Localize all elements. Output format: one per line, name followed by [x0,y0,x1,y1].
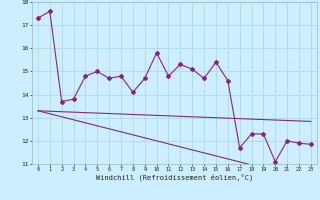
X-axis label: Windchill (Refroidissement éolien,°C): Windchill (Refroidissement éolien,°C) [96,174,253,181]
